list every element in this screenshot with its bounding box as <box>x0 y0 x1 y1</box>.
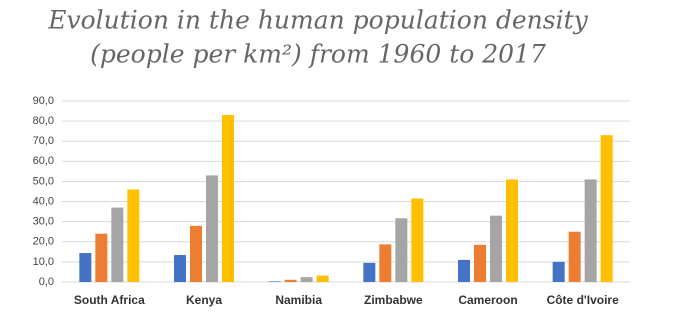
bar <box>79 253 92 282</box>
y-tick-label: 50,0 <box>33 175 54 187</box>
bar <box>222 115 234 282</box>
bar <box>111 207 124 282</box>
bar <box>600 135 613 282</box>
bar <box>268 281 281 282</box>
x-tick-label: Cameroon <box>458 293 517 307</box>
y-tick-label: 70,0 <box>33 135 54 147</box>
chart-title: Evolution in the human population densit… <box>47 6 588 35</box>
y-tick-label: 60,0 <box>33 155 54 167</box>
bar <box>316 275 329 282</box>
chart-title: (people per km²) from 1960 to 2017 <box>90 40 546 69</box>
bar <box>284 279 297 282</box>
bar <box>474 244 486 282</box>
bar <box>174 255 186 282</box>
y-tick-label: 80,0 <box>33 115 54 127</box>
x-tick-label: Namibia <box>275 293 322 307</box>
bar <box>190 225 202 282</box>
y-tick-label: 30,0 <box>33 216 54 228</box>
bar <box>458 259 470 282</box>
bar <box>411 198 424 282</box>
bar <box>490 215 502 282</box>
bar <box>584 179 597 282</box>
y-tick-label: 90,0 <box>33 95 54 107</box>
bar <box>568 231 581 282</box>
bar <box>552 261 565 282</box>
bar <box>95 233 108 282</box>
x-tick-label: Kenya <box>186 293 222 307</box>
bar <box>395 218 408 282</box>
y-tick-label: 0,0 <box>39 276 54 288</box>
bar <box>363 262 376 282</box>
y-tick-label: 10,0 <box>33 256 54 268</box>
bar <box>206 175 218 282</box>
bar <box>127 189 140 282</box>
bar <box>300 277 313 282</box>
x-tick-label: Zimbabwe <box>364 293 423 307</box>
x-tick-label: South Africa <box>74 293 145 307</box>
bar <box>506 179 518 282</box>
y-tick-label: 40,0 <box>33 195 54 207</box>
x-tick-label: Côte d'Ivoire <box>547 293 620 307</box>
y-tick-label: 20,0 <box>33 236 54 248</box>
bar <box>379 244 392 282</box>
